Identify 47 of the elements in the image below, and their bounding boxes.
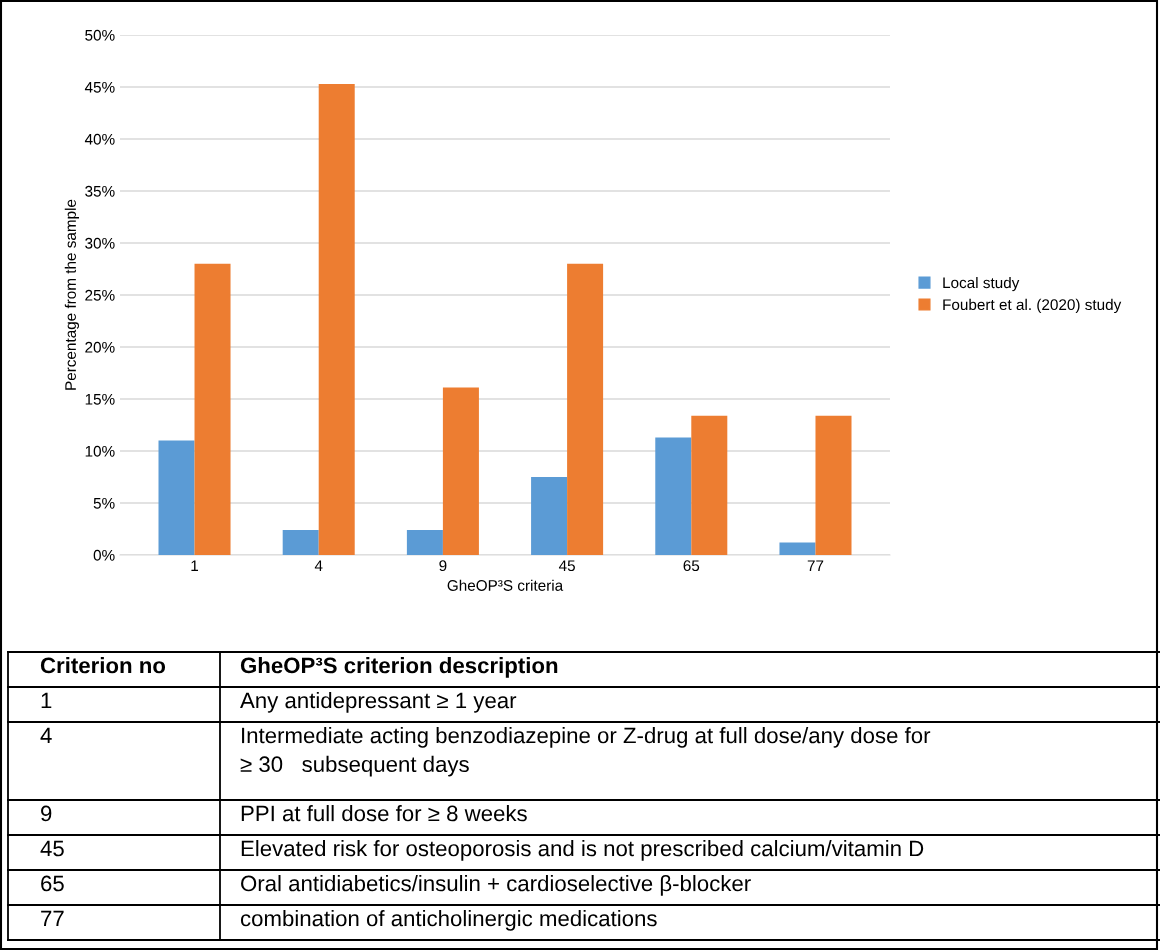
y-tick-label: 30% bbox=[85, 237, 115, 249]
bar bbox=[779, 542, 816, 555]
bar bbox=[691, 415, 728, 555]
y-tick-label: 20% bbox=[85, 341, 115, 353]
x-axis-title: GheOP³S criteria bbox=[447, 579, 564, 591]
bar bbox=[282, 530, 319, 555]
bar bbox=[442, 387, 479, 555]
y-tick-label: 50% bbox=[85, 29, 115, 41]
x-tick-label: 1 bbox=[191, 560, 199, 571]
x-tick-label: 9 bbox=[439, 560, 447, 572]
y-tick-label: 15% bbox=[85, 393, 115, 405]
bar bbox=[567, 263, 604, 555]
y-tick-label: 35% bbox=[85, 185, 115, 197]
bar bbox=[815, 415, 852, 555]
y-tick-label: 25% bbox=[85, 289, 115, 301]
text: Intermediate acting benzodiazepine or Z-drug at full dose/any dose for ≥ 30 subsequent days bbox=[240, 727, 931, 777]
text: PPI at full dose for ≥ 8 weeks bbox=[241, 805, 527, 822]
bar bbox=[318, 83, 355, 555]
legend-label: Local study bbox=[943, 276, 1020, 292]
y-tick-label: 0% bbox=[93, 549, 115, 561]
text: Criterion no bbox=[40, 657, 166, 674]
text: GheOP³S criterion description bbox=[240, 657, 558, 678]
y-tick-label: 5% bbox=[93, 497, 115, 509]
y-axis-title: Percentage from the sample bbox=[64, 199, 80, 390]
text: Any antidepressant ≥ 1 year bbox=[240, 692, 517, 713]
bar bbox=[406, 530, 443, 555]
x-tick-label: 45 bbox=[558, 560, 575, 572]
bar bbox=[158, 440, 195, 555]
x-tick-label: 4 bbox=[314, 560, 323, 571]
text: 45 bbox=[40, 840, 64, 857]
text: Oral antidiabetics/insulin + cardioselective β-blocker bbox=[241, 875, 751, 896]
text: Elevated risk for osteoporosis and is not prescribed calcium/vitamin D bbox=[241, 840, 924, 861]
legend-label: Foubert et al. (2020) study bbox=[943, 298, 1122, 314]
x-tick-label: 77 bbox=[807, 560, 824, 571]
text: 9 bbox=[41, 805, 52, 822]
y-tick-label: 10% bbox=[85, 445, 115, 457]
text: combination of anticholinergic medications bbox=[240, 910, 657, 931]
text: 65 bbox=[41, 875, 64, 892]
bar bbox=[655, 437, 692, 555]
y-tick-label: 45% bbox=[84, 81, 115, 93]
text: 77 bbox=[41, 910, 64, 927]
text: 4 bbox=[40, 727, 52, 744]
bar bbox=[531, 477, 568, 555]
y-tick-label: 40% bbox=[84, 133, 115, 145]
x-tick-label: 65 bbox=[683, 560, 700, 572]
bar bbox=[194, 263, 231, 555]
text: 1 bbox=[41, 692, 52, 709]
